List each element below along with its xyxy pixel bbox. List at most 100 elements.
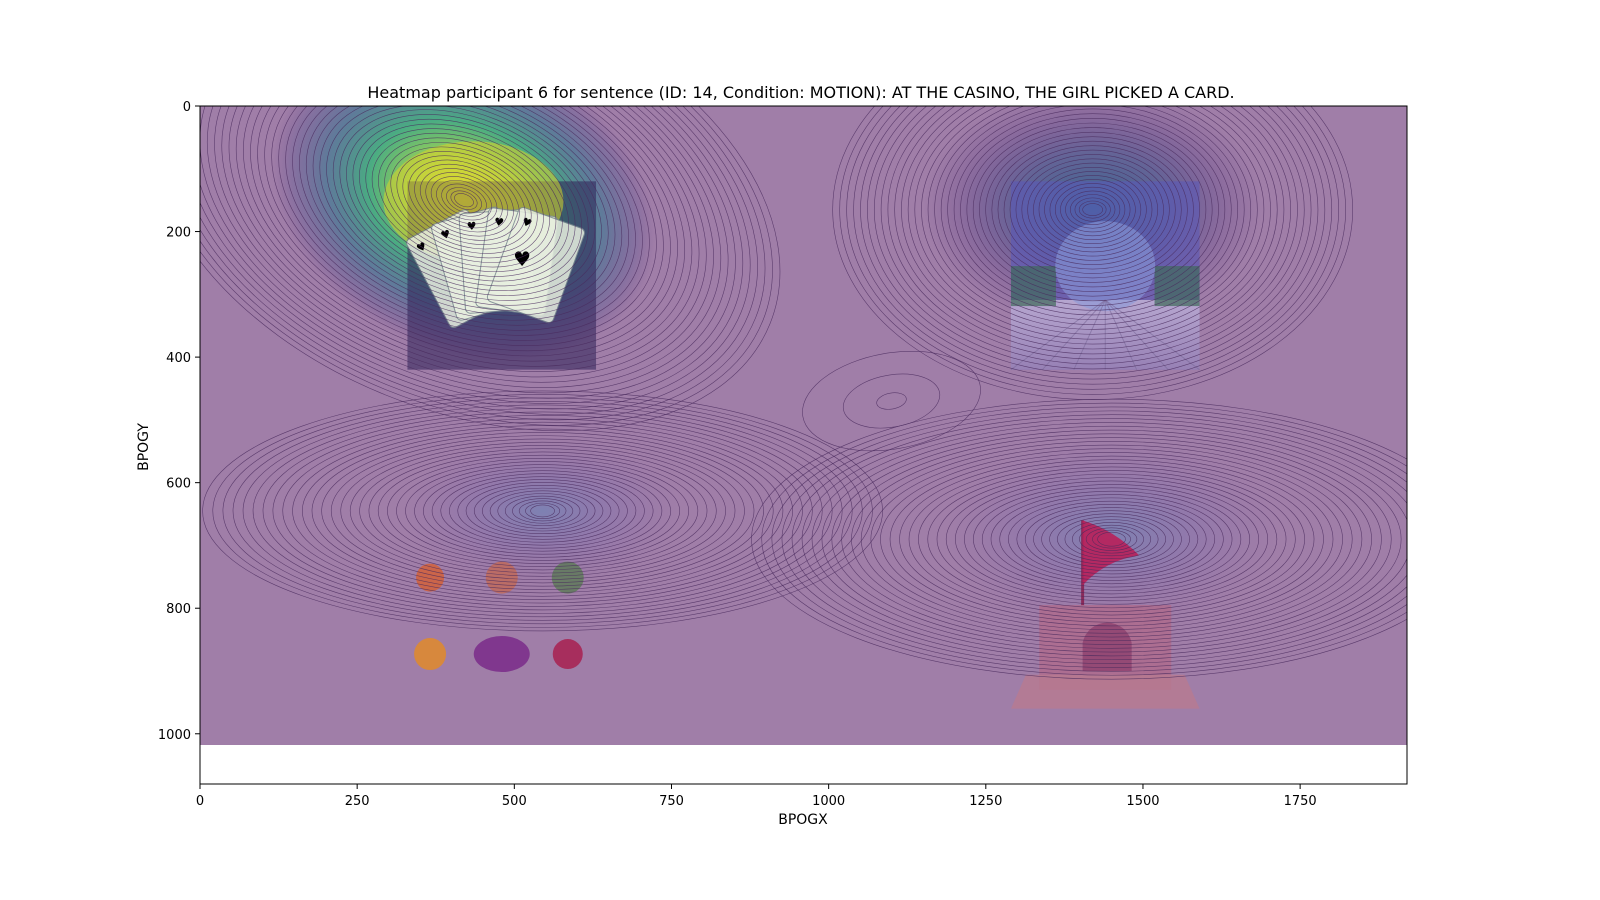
contour-line (1024, 504, 1199, 575)
contour-line (489, 490, 596, 532)
contour-line (235, 106, 693, 367)
x-tick-label: 1000 (812, 794, 845, 809)
x-tick-label: 0 (196, 794, 204, 809)
contour-line (378, 137, 550, 263)
contour-line (228, 106, 700, 372)
contour-line (262, 411, 823, 611)
contour-line (955, 477, 1269, 602)
contour-line (242, 404, 843, 618)
contour-line (525, 502, 561, 520)
contour-line (927, 466, 1296, 612)
contour-line (384, 142, 544, 259)
contour-line (839, 106, 1346, 395)
contour-line (319, 106, 609, 306)
contour-line (302, 425, 784, 597)
contour-line (1074, 197, 1111, 222)
contour-line (1033, 507, 1190, 572)
pumpkin-icon (414, 638, 447, 671)
axes-frame (199, 105, 1408, 785)
x-tick-label: 1250 (969, 794, 1002, 809)
sandcastle-image (1010, 520, 1200, 709)
contour-line (272, 415, 813, 607)
contour-line (396, 151, 532, 250)
contour-line (880, 106, 1305, 365)
contour-line (312, 106, 616, 311)
contour-line (465, 482, 620, 540)
contour-line (305, 106, 623, 316)
contour-line (1033, 166, 1153, 253)
contour-line (449, 476, 637, 546)
contour-line (292, 421, 793, 600)
contour-line (999, 494, 1224, 585)
contour-line (908, 459, 1315, 619)
contour-line (200, 106, 766, 421)
contour-line (232, 401, 853, 621)
contour-line (278, 106, 650, 336)
contour-line (405, 461, 680, 561)
contour-line (860, 441, 1363, 638)
chart-title: Heatmap participant 6 for sentence (ID: … (367, 83, 1234, 102)
y-axis-label: BPOGY (136, 423, 152, 471)
carrot-icon (416, 563, 445, 592)
contour-line (252, 408, 833, 614)
contour-line (340, 438, 745, 584)
y-tick-label: 200 (166, 226, 191, 241)
contour-line (901, 106, 1285, 350)
contour-line (365, 128, 563, 273)
contour-line (831, 429, 1392, 649)
contour-line (841, 433, 1382, 645)
contour-line (1092, 529, 1131, 549)
contour-line (200, 106, 744, 404)
contour-line (346, 114, 582, 287)
y-tick-label: 800 (166, 602, 191, 617)
eggplant-icon (473, 636, 530, 673)
contour-line (1003, 145, 1182, 274)
contour-line (1070, 194, 1116, 225)
contour-line (860, 106, 1326, 380)
density-peak (941, 437, 1282, 628)
x-tick-label: 1750 (1284, 794, 1317, 809)
contour-line (991, 136, 1194, 283)
contour-line (894, 106, 1291, 355)
contour-line (390, 146, 538, 254)
contour-line (990, 490, 1233, 588)
contour-line (870, 444, 1353, 634)
contour-line (1065, 190, 1121, 229)
contour-line (530, 504, 555, 518)
contour-line (997, 140, 1188, 279)
x-tick-label: 1500 (1126, 794, 1159, 809)
contour-line (457, 479, 628, 543)
contour-line (431, 470, 654, 552)
contour-line (842, 373, 941, 429)
contour-line (1057, 516, 1167, 562)
contour-line (1008, 497, 1216, 581)
y-tick-label: 0 (183, 100, 191, 115)
contour-line (1079, 524, 1144, 554)
contour-line (1041, 510, 1182, 568)
svg-text:♥: ♥ (439, 227, 452, 242)
contour-line (299, 106, 629, 321)
y-tick-label: 400 (166, 351, 191, 366)
contour-line (377, 451, 708, 571)
contour-line (282, 418, 803, 604)
contour-line (257, 106, 671, 352)
x-tick-label: 250 (345, 794, 370, 809)
contour-line (1072, 522, 1152, 557)
contour-line (352, 118, 576, 282)
contour-line (985, 131, 1200, 288)
contour-line (430, 176, 498, 225)
contour-line (802, 350, 981, 452)
contour-line (1044, 175, 1142, 244)
contour-line (867, 106, 1319, 375)
beet-icon (552, 639, 583, 670)
contour-line (1064, 519, 1159, 559)
contour-line (979, 127, 1207, 292)
playing-cards-image: ♥♥♥ ♥ ♥♥ (383, 141, 597, 370)
contour-line (349, 441, 736, 580)
svg-text:♥: ♥ (493, 215, 505, 229)
contour-line (936, 470, 1287, 609)
contour-line (973, 484, 1251, 595)
contour-line (402, 155, 526, 245)
contour-line (791, 414, 1407, 664)
